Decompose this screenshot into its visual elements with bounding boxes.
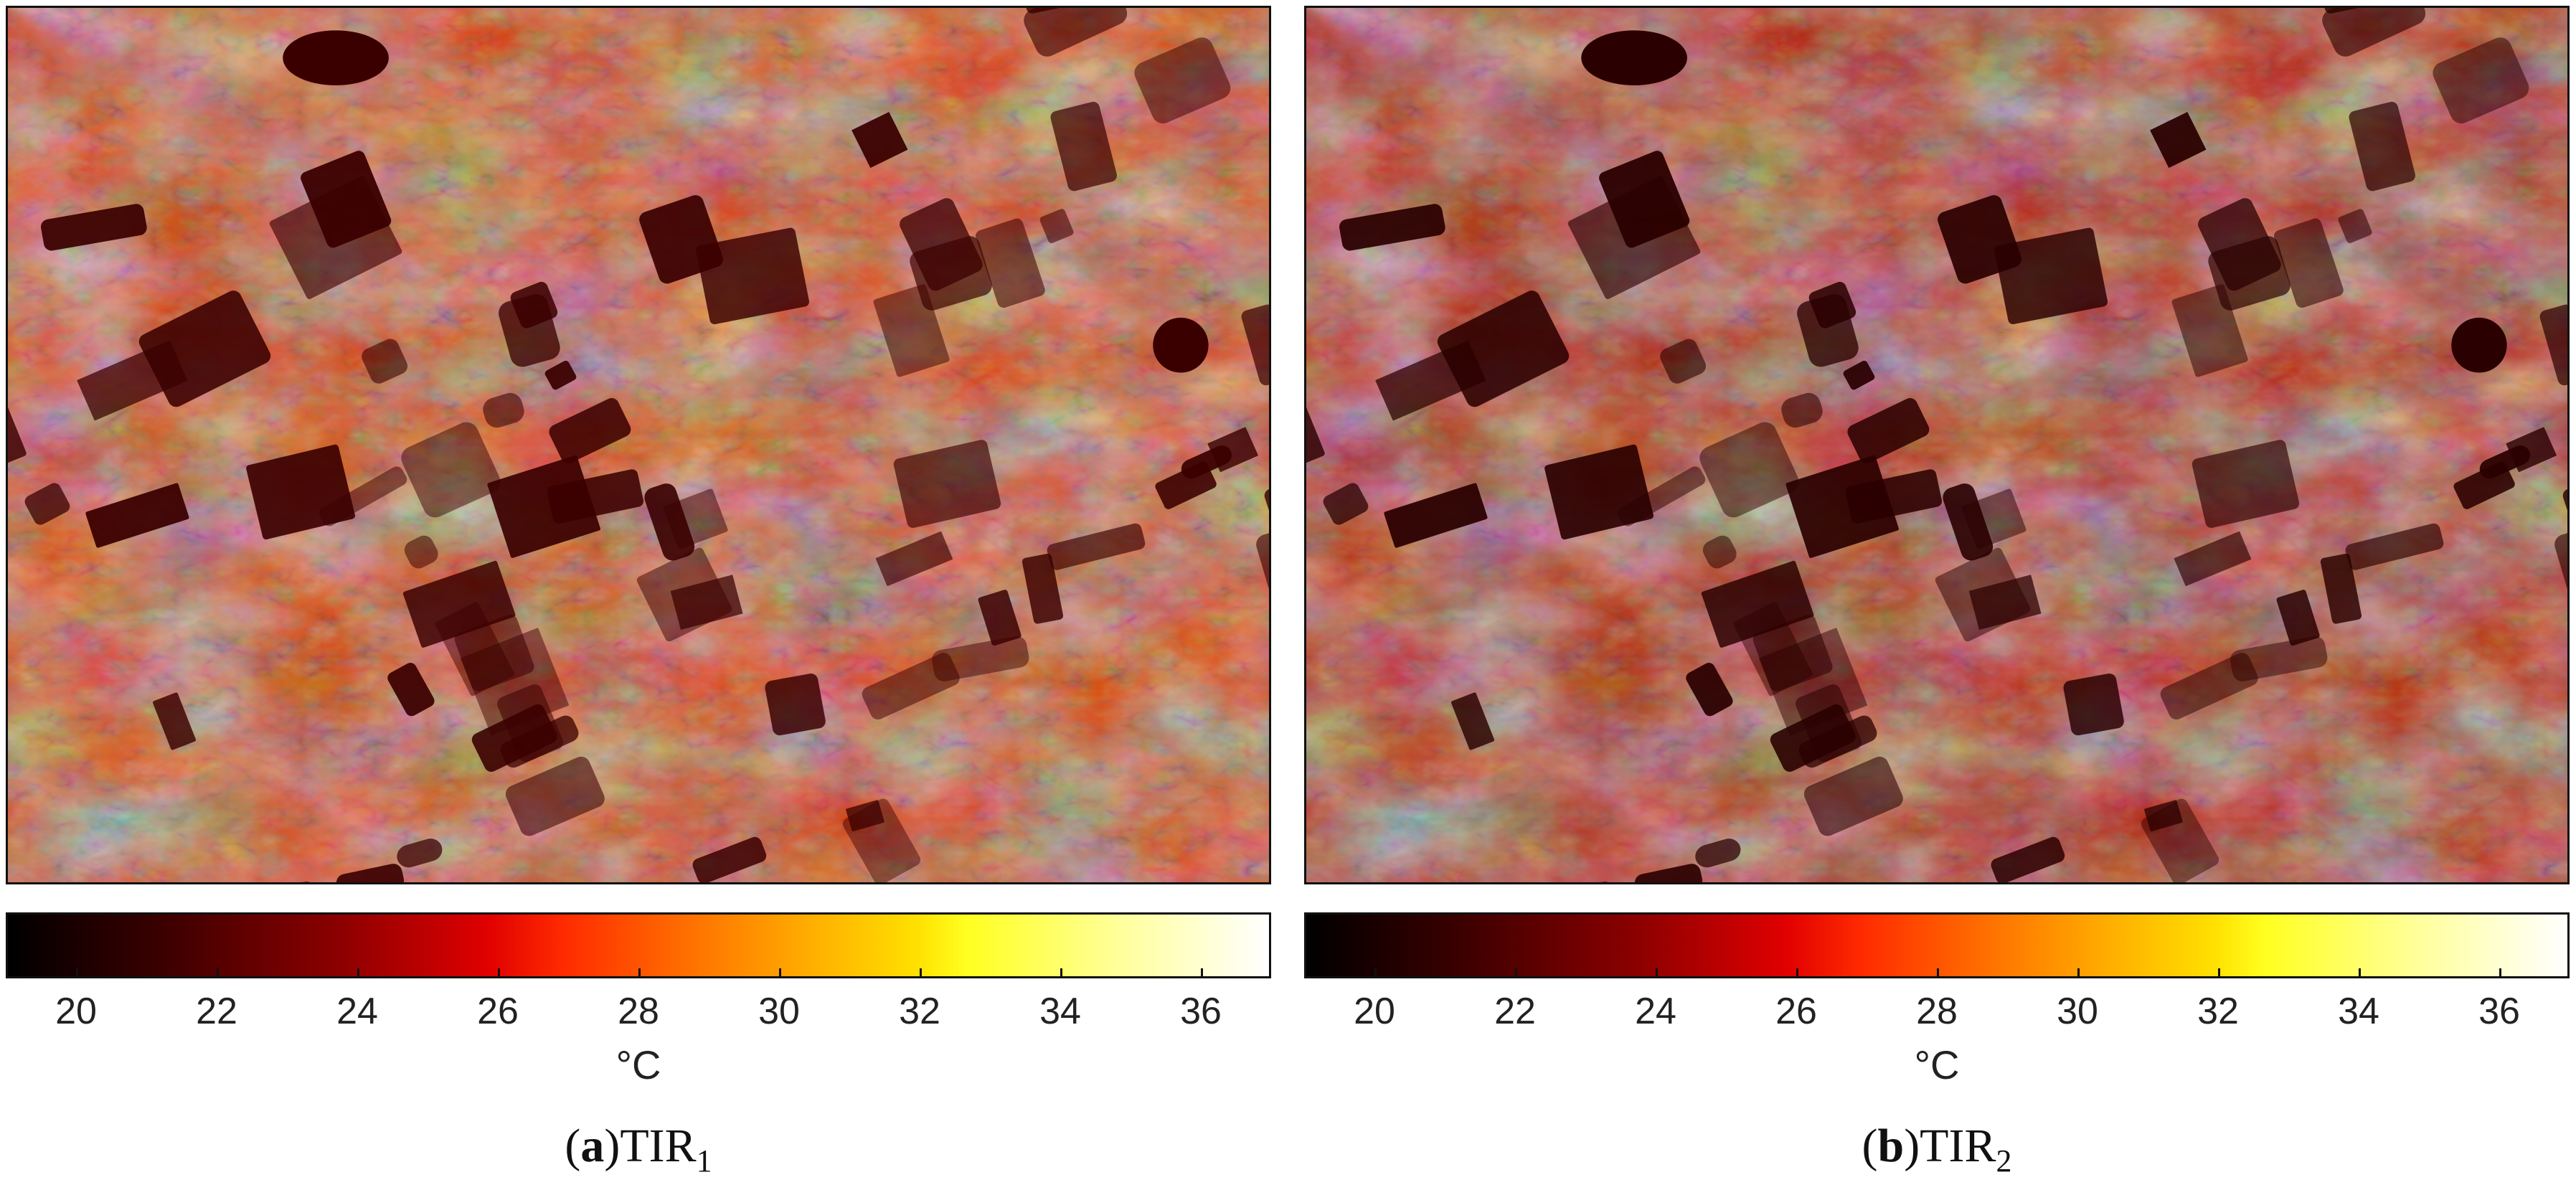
thermal-image-tir2: [1304, 6, 2570, 884]
colorbar-tick-mark: [216, 968, 219, 978]
colorbar-tick-label: 24: [1635, 991, 1676, 1032]
colorbar-tick-mark: [2499, 968, 2501, 978]
colorbar-tick-mark: [1796, 968, 1798, 978]
colorbar-tick-mark: [498, 968, 500, 978]
panel-a: 20 22 24 26 28 30 32 34 36 °C (a)TIR1: [6, 0, 1277, 1195]
colorbar-tick-label: 28: [1916, 991, 1958, 1032]
colorbar-tick-mark: [357, 968, 359, 978]
colorbar-tick-label: 34: [2338, 991, 2379, 1032]
colorbar-tick-label: 30: [2057, 991, 2098, 1032]
colorbar-tick-mark: [1374, 968, 1377, 978]
caption-letter-a: a: [580, 1120, 605, 1172]
colorbar-ticks-a: 20 22 24 26 28 30 32 34 36: [6, 968, 1271, 1064]
colorbar-tick-label: 20: [1354, 991, 1395, 1032]
colorbar-tick-mark: [1060, 968, 1062, 978]
colorbar-tick-mark: [76, 968, 78, 978]
colorbar-tick-label: 36: [1180, 991, 1222, 1032]
caption-label-b: TIR: [1920, 1120, 1996, 1172]
colorbar-tick-mark: [1201, 968, 1203, 978]
colorbar-tick-label: 34: [1039, 991, 1081, 1032]
colorbar-tick-mark: [1656, 968, 1658, 978]
colorbar-tick-label: 36: [2478, 991, 2520, 1032]
colorbar-tick-mark: [779, 968, 781, 978]
colorbar-tick-label: 24: [336, 991, 378, 1032]
colorbar-tick-label: 22: [1494, 991, 1536, 1032]
colorbar-tick-label: 20: [55, 991, 97, 1032]
colorbar-tick-label: 30: [758, 991, 800, 1032]
colorbar-tick-mark: [2218, 968, 2220, 978]
colorbar-tick-label: 32: [899, 991, 940, 1032]
caption-a: (a)TIR1: [565, 1120, 712, 1179]
caption-label-a: TIR: [620, 1120, 697, 1172]
colorbar-tick-mark: [920, 968, 922, 978]
colorbar-tick-label: 28: [618, 991, 659, 1032]
colorbar-tick-mark: [2359, 968, 2361, 978]
colorbar-tick-mark: [638, 968, 641, 978]
colorbar-b: [1304, 912, 2570, 978]
colorbar-a: [6, 912, 1271, 978]
thermal-image-tir1: [6, 6, 1271, 884]
colorbar-tick-label: 26: [1775, 991, 1817, 1032]
colorbar-tick-mark: [1937, 968, 1939, 978]
colorbar-tick-mark: [2077, 968, 2080, 978]
caption-b: (b)TIR2: [1862, 1120, 2012, 1179]
colorbar-tick-mark: [1514, 968, 1517, 978]
caption-sub-a: 1: [696, 1143, 712, 1179]
colorbar-unit-a: °C: [615, 1042, 661, 1087]
colorbar-tick-label: 22: [196, 991, 237, 1032]
colorbar-unit-b: °C: [1914, 1042, 1960, 1087]
colorbar-tick-label: 26: [477, 991, 519, 1032]
caption-sub-b: 2: [1996, 1143, 2012, 1179]
caption-letter-b: b: [1877, 1120, 1905, 1172]
colorbar-tick-label: 32: [2197, 991, 2239, 1032]
colorbar-ticks-b: 20 22 24 26 28 30 32 34 36: [1304, 968, 2570, 1064]
panel-b: 20 22 24 26 28 30 32 34 36 °C (b)TIR2: [1304, 0, 2575, 1195]
